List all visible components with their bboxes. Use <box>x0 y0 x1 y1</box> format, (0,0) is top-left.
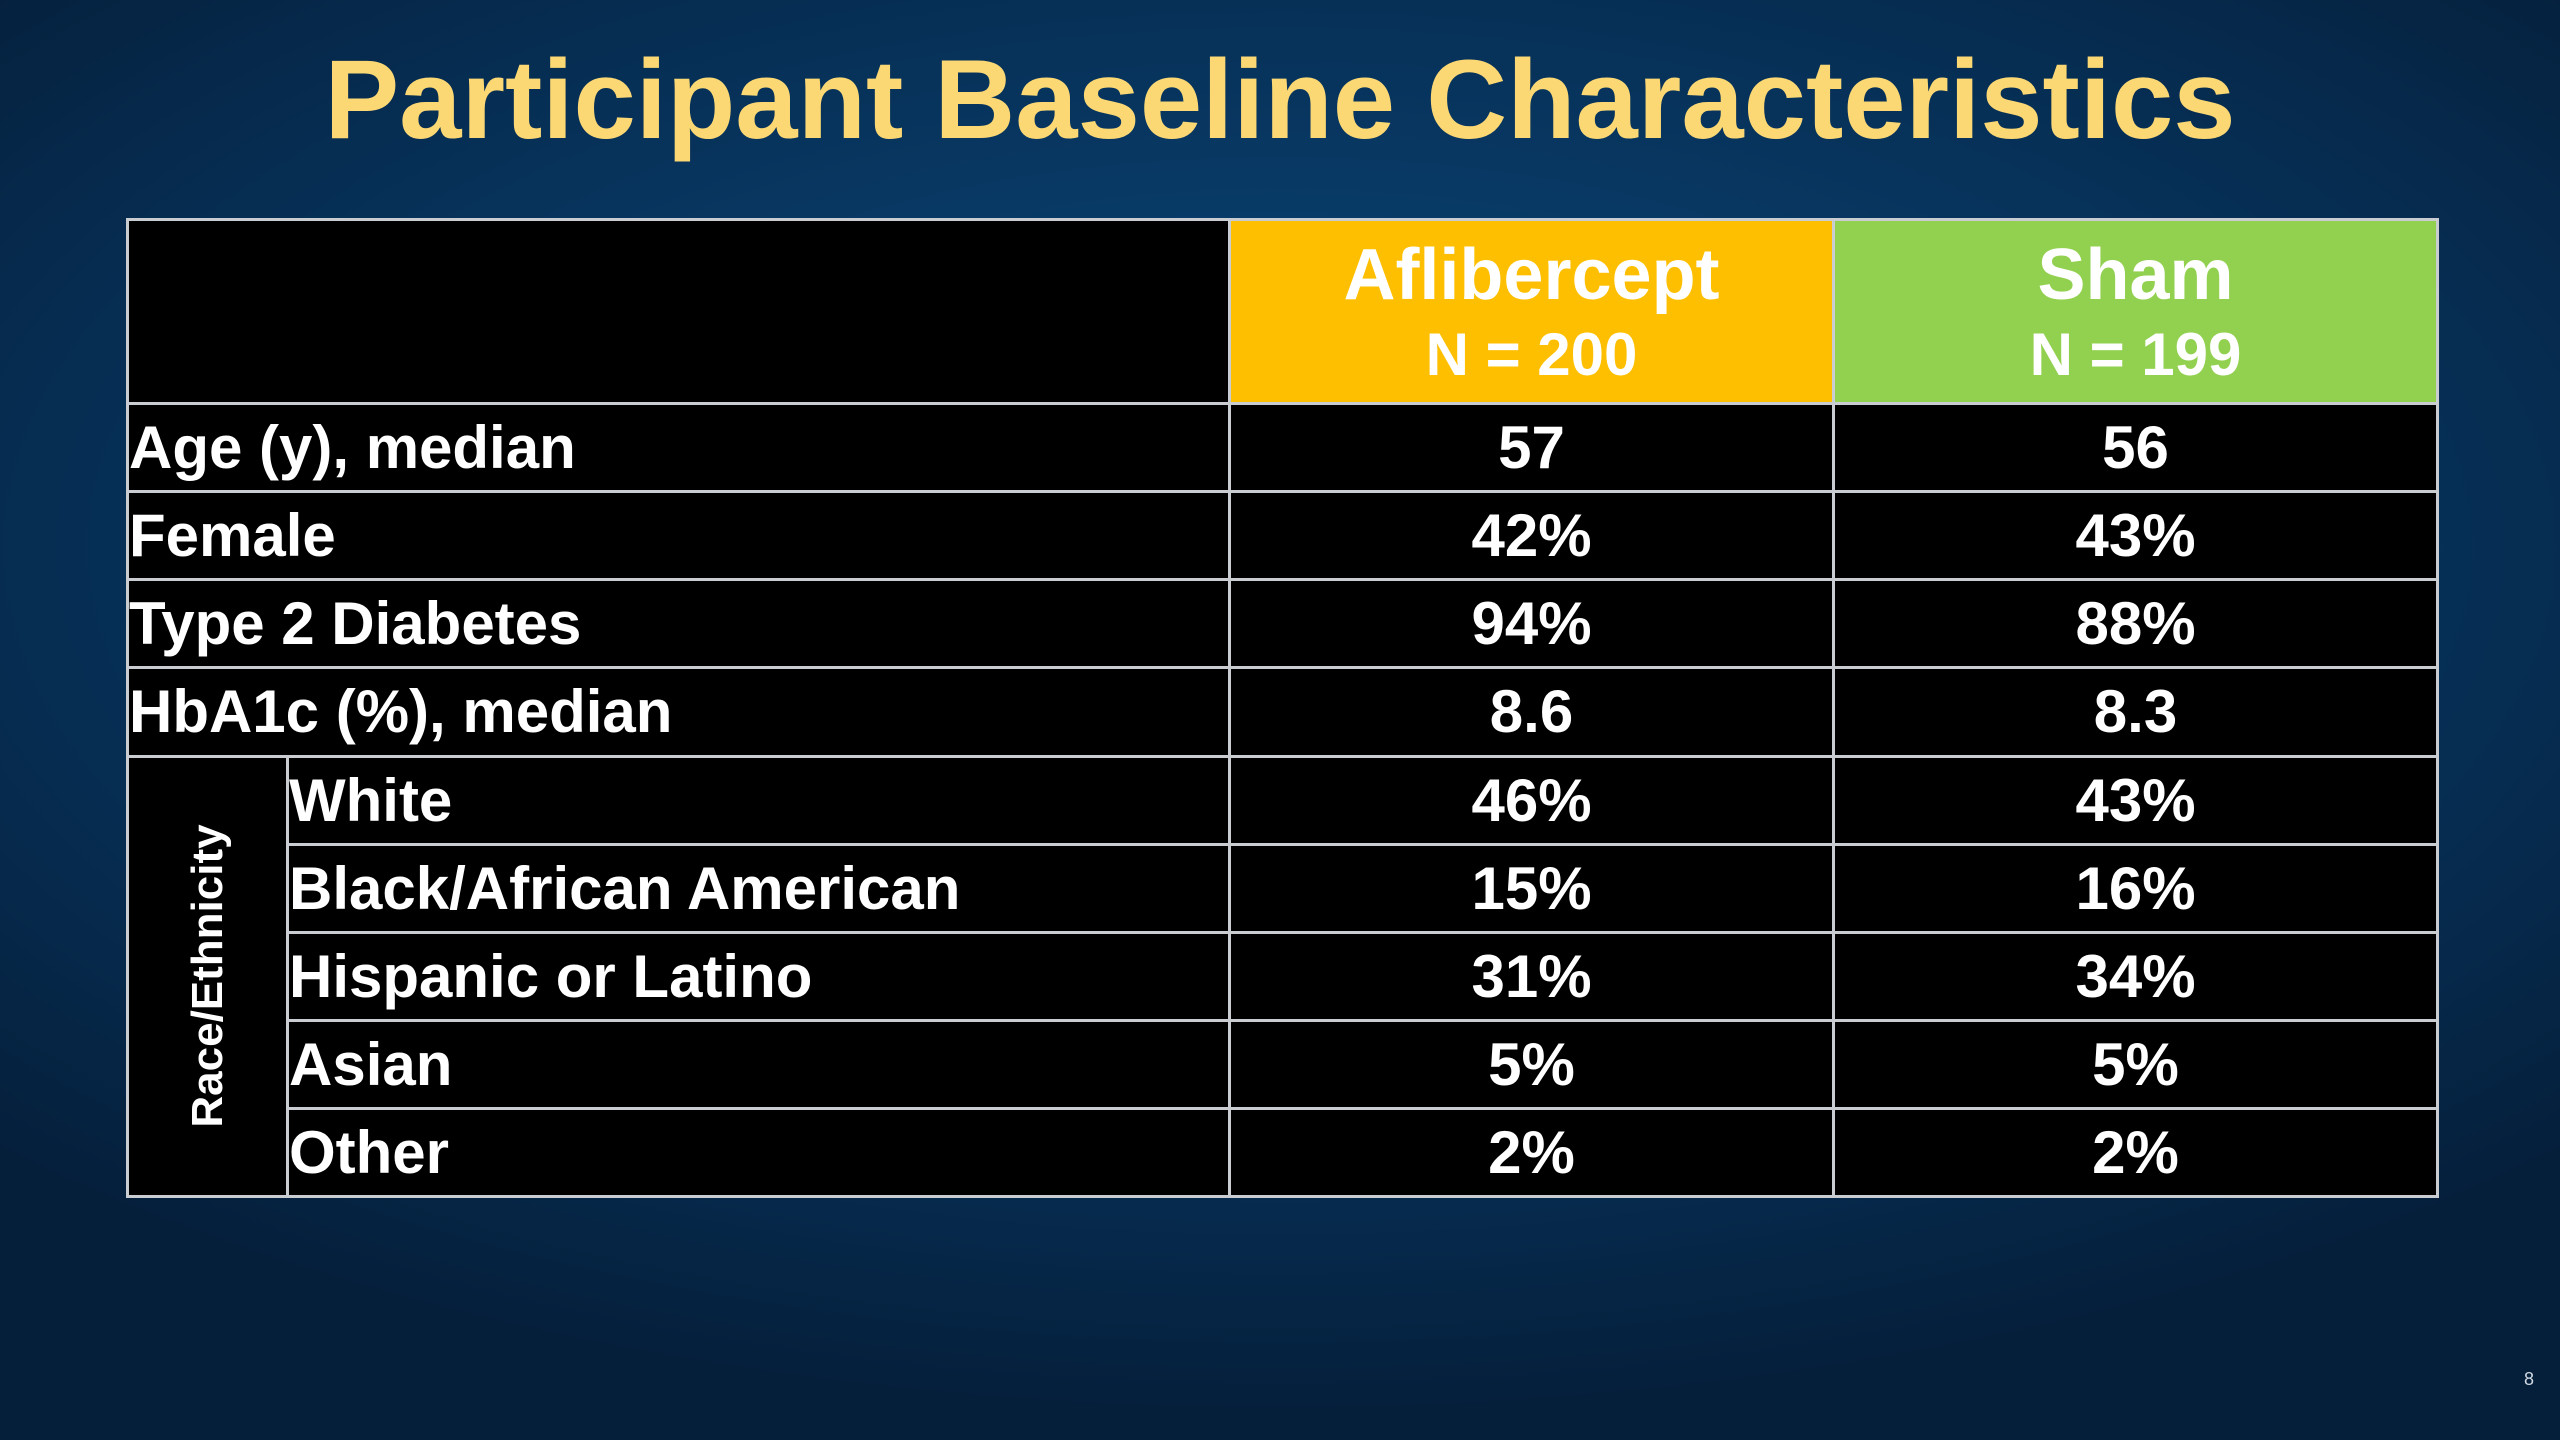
aflibercept-value: 8.6 <box>1228 666 1835 758</box>
table-header-row: Aflibercept N = 200 Sham N = 199 <box>126 217 2439 406</box>
aflibercept-value: 94% <box>1228 578 1835 670</box>
race-ethnicity-group-label: Race/Ethnicity <box>126 754 289 1198</box>
aflibercept-n: N = 200 <box>1425 320 1638 388</box>
race-ethnicity-label-text: Race/Ethnicity <box>182 824 232 1128</box>
sham-header: Sham N = 199 <box>1832 217 2439 406</box>
table-row-other: Other 2% 2% <box>128 1106 2439 1199</box>
aflibercept-value: 46% <box>1228 754 1835 846</box>
sham-value: 2% <box>1832 1106 2439 1199</box>
sham-value: 88% <box>1832 578 2439 670</box>
sham-value: 56 <box>1832 402 2439 494</box>
table-row-type2-diabetes: Type 2 Diabetes 94% 88% <box>126 578 2439 670</box>
aflibercept-value: 5% <box>1228 1018 1835 1110</box>
sham-value: 16% <box>1832 842 2439 934</box>
table-row-hba1c: HbA1c (%), median 8.6 8.3 <box>126 666 2439 758</box>
table-row-black: Black/African American 15% 16% <box>128 842 2439 934</box>
aflibercept-value: 42% <box>1228 490 1835 582</box>
aflibercept-value: 2% <box>1228 1106 1835 1199</box>
row-label: Female <box>126 490 1231 582</box>
baseline-characteristics-table: Aflibercept N = 200 Sham N = 199 Age (y)… <box>126 217 2439 1199</box>
slide-number: 8 <box>2523 1369 2534 1389</box>
table-row-female: Female 42% 43% <box>126 490 2439 582</box>
sham-value: 34% <box>1832 930 2439 1022</box>
aflibercept-name: Aflibercept <box>1343 235 1720 316</box>
aflibercept-header: Aflibercept N = 200 <box>1228 217 1835 406</box>
table-row-hispanic: Hispanic or Latino 31% 34% <box>128 930 2439 1022</box>
row-label: Black/African American <box>286 842 1231 934</box>
aflibercept-value: 31% <box>1228 930 1835 1022</box>
row-label: White <box>286 754 1231 846</box>
sham-value: 5% <box>1832 1018 2439 1110</box>
sham-value: 43% <box>1832 490 2439 582</box>
slide-title: Participant Baseline Characteristics <box>324 37 2236 162</box>
sham-name: Sham <box>2037 235 2234 316</box>
sham-n: N = 199 <box>2029 320 2242 388</box>
table-row-asian: Asian 5% 5% <box>128 1018 2439 1110</box>
sham-value: 8.3 <box>1832 666 2439 758</box>
row-label: HbA1c (%), median <box>126 666 1231 758</box>
row-label: Type 2 Diabetes <box>126 578 1231 670</box>
sham-value: 43% <box>1832 754 2439 846</box>
row-label: Other <box>286 1106 1231 1199</box>
table-row-white: Race/Ethnicity White 46% 43% <box>126 754 2439 1198</box>
aflibercept-value: 15% <box>1228 842 1835 934</box>
table-row-age: Age (y), median 57 56 <box>126 402 2439 494</box>
aflibercept-value: 57 <box>1228 402 1835 494</box>
header-corner-cell <box>126 217 1231 406</box>
row-label: Asian <box>286 1018 1231 1110</box>
row-label: Age (y), median <box>126 402 1231 494</box>
row-label: Hispanic or Latino <box>286 930 1231 1022</box>
